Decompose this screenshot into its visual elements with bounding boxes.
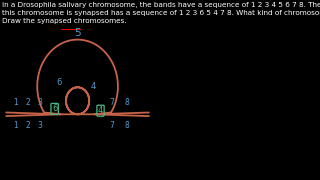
Text: 2: 2 [26, 122, 30, 130]
Text: 8: 8 [125, 98, 130, 107]
Text: 6: 6 [52, 104, 57, 113]
Text: 2: 2 [26, 98, 30, 107]
Text: 4: 4 [98, 106, 103, 115]
Text: 7: 7 [109, 98, 114, 107]
Text: In a Drosophila salivary chromosome, the bands have a sequence of 1 2 3 4 5 6 7 : In a Drosophila salivary chromosome, the… [2, 2, 320, 24]
Text: 6: 6 [56, 78, 62, 87]
Text: 8: 8 [125, 122, 130, 130]
Text: 3: 3 [38, 98, 43, 107]
Text: 7: 7 [109, 122, 114, 130]
Text: 3: 3 [38, 122, 43, 130]
Text: 1: 1 [13, 122, 18, 130]
Text: 4: 4 [91, 82, 96, 91]
Text: 1: 1 [13, 98, 18, 107]
Text: 5: 5 [74, 28, 81, 38]
